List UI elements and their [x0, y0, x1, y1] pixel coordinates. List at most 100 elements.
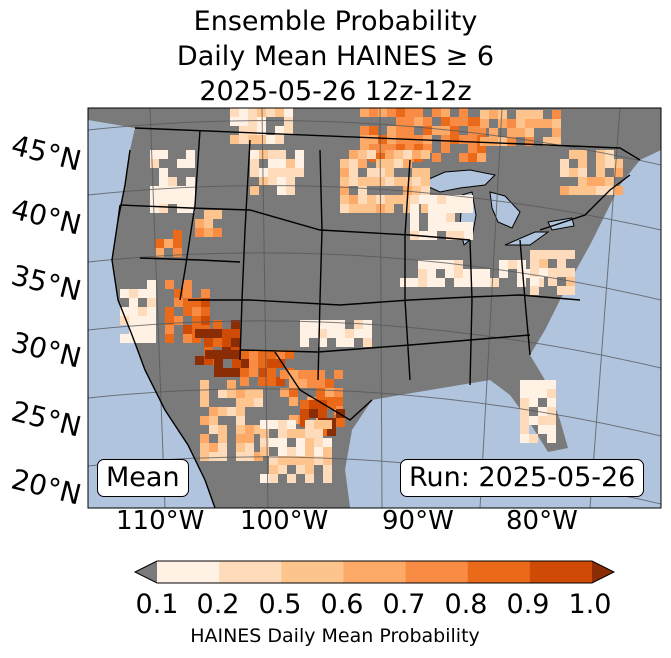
prob-cell	[200, 416, 209, 425]
prob-cell	[569, 186, 578, 195]
prob-cell	[566, 250, 575, 259]
prob-cell	[459, 117, 468, 126]
prob-cell	[129, 325, 138, 334]
prob-cell	[267, 350, 276, 359]
prob-cell	[468, 126, 477, 135]
prob-cell	[201, 289, 210, 298]
prob-cell	[183, 298, 192, 307]
prob-cell	[498, 119, 507, 128]
prob-cell	[596, 186, 605, 195]
prob-cell	[360, 126, 369, 135]
prob-cell	[520, 416, 529, 425]
prob-cell	[300, 418, 309, 427]
prob-cell	[204, 219, 213, 228]
prob-cell	[605, 159, 614, 168]
prob-cell	[405, 126, 414, 135]
prob-cell	[552, 128, 561, 137]
prob-cell	[557, 286, 566, 295]
prob-cell	[412, 168, 421, 177]
prob-cell	[164, 239, 173, 248]
prob-cell	[569, 150, 578, 159]
prob-cell	[490, 278, 499, 287]
prob-cell	[248, 135, 257, 144]
prob-cell	[547, 425, 556, 434]
prob-cell	[218, 425, 227, 434]
prob-cell	[454, 278, 463, 287]
prob-cell	[446, 213, 455, 222]
cbar-tick-3: 0.6	[320, 589, 364, 620]
prob-cell	[209, 425, 218, 434]
lon-label-100: 100°W	[240, 506, 329, 536]
prob-cell	[464, 195, 473, 204]
prob-cell	[596, 177, 605, 186]
prob-cell	[459, 135, 468, 144]
prob-cell	[349, 177, 358, 186]
prob-cell	[307, 370, 316, 379]
prob-cell	[138, 325, 147, 334]
prob-cell	[578, 186, 587, 195]
prob-cell	[403, 177, 412, 186]
prob-cell	[552, 137, 561, 146]
prob-cell	[318, 338, 327, 347]
prob-cell	[552, 119, 561, 128]
prob-cell	[432, 108, 441, 117]
prob-cell	[129, 289, 138, 298]
prob-cell	[259, 150, 268, 159]
prob-cell	[195, 329, 204, 338]
prob-cell	[268, 168, 277, 177]
prob-cell	[200, 452, 209, 461]
prob-cell	[236, 389, 245, 398]
stat-box: Mean	[97, 459, 189, 497]
prob-cell	[195, 219, 204, 228]
prob-cell	[318, 329, 327, 338]
prob-cell	[405, 144, 414, 153]
prob-cell	[174, 298, 183, 307]
prob-cell	[150, 195, 159, 204]
colorbar-bin	[281, 561, 344, 583]
prob-cell	[183, 280, 192, 289]
prob-cell	[258, 359, 267, 368]
prob-cell	[289, 370, 298, 379]
prob-cell	[236, 407, 245, 416]
prob-cell	[340, 159, 349, 168]
prob-cell	[177, 159, 186, 168]
prob-cell	[200, 398, 209, 407]
prob-cell	[345, 338, 354, 347]
prob-cell	[268, 150, 277, 159]
prob-cell	[177, 204, 186, 213]
prob-cell	[316, 379, 325, 388]
prob-cell	[543, 137, 552, 146]
prob-cell	[520, 434, 529, 443]
prob-cell	[165, 307, 174, 316]
prob-cell	[349, 195, 358, 204]
prob-cell	[358, 186, 367, 195]
prob-cell	[254, 398, 263, 407]
prob-cell	[385, 168, 394, 177]
prob-cell	[419, 195, 428, 204]
prob-cell	[323, 420, 332, 429]
prob-cell	[120, 316, 129, 325]
prob-cell	[587, 177, 596, 186]
prob-cell	[278, 456, 287, 465]
prob-cell	[213, 338, 222, 347]
prob-cell	[437, 204, 446, 213]
prob-cell	[437, 195, 446, 204]
prob-cell	[436, 278, 445, 287]
prob-cell	[530, 286, 539, 295]
prob-cell	[340, 177, 349, 186]
prob-cell	[159, 150, 168, 159]
prob-cell	[209, 443, 218, 452]
prob-cell	[421, 186, 430, 195]
prob-cell	[605, 177, 614, 186]
prob-cell	[538, 407, 547, 416]
prob-cell	[472, 269, 481, 278]
prob-cell	[231, 320, 240, 329]
prob-cell	[385, 177, 394, 186]
prob-cell	[307, 379, 316, 388]
prob-cell	[258, 377, 267, 386]
prob-cell	[298, 379, 307, 388]
prob-cell	[186, 195, 195, 204]
prob-cell	[147, 298, 156, 307]
prob-cell	[468, 144, 477, 153]
prob-cell	[278, 429, 287, 438]
